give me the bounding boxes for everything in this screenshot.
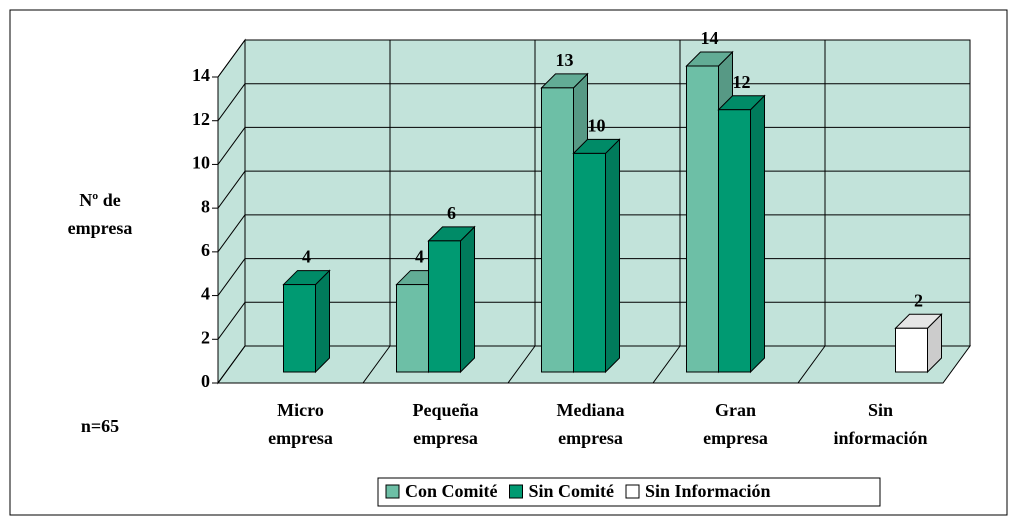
side-grid-line bbox=[217, 345, 246, 384]
frame bbox=[9, 9, 1008, 516]
side-grid-line bbox=[217, 170, 246, 209]
data-label: 6 bbox=[447, 203, 456, 223]
y-tick-label: 0 bbox=[201, 371, 210, 391]
bar bbox=[573, 152, 606, 373]
bar-side bbox=[750, 94, 765, 374]
bar bbox=[541, 87, 574, 373]
y-tick-label: 14 bbox=[192, 65, 210, 85]
legend-label: Sin Información bbox=[645, 481, 771, 501]
side-grid-line bbox=[217, 258, 246, 296]
x-tick-label: Sin información bbox=[833, 400, 928, 448]
data-label: 14 bbox=[701, 28, 719, 48]
bar bbox=[428, 240, 461, 373]
legend-label: Sin Comité bbox=[529, 481, 615, 501]
floor-grid-line bbox=[797, 345, 826, 384]
bar bbox=[396, 284, 429, 373]
data-label: 4 bbox=[302, 247, 311, 267]
data-label: 10 bbox=[588, 116, 606, 136]
legend-box bbox=[377, 477, 881, 507]
data-label: 4 bbox=[415, 247, 424, 267]
floor-grid-line bbox=[362, 345, 391, 384]
data-label: 13 bbox=[556, 50, 574, 70]
y-tick-label: 12 bbox=[192, 109, 210, 129]
y-tick-label: 8 bbox=[201, 196, 210, 216]
y-tick-label: 2 bbox=[201, 327, 210, 347]
legend-label: Con Comité bbox=[405, 481, 498, 501]
bar-side bbox=[460, 225, 475, 374]
x-tick-label: Gran empresa bbox=[703, 400, 768, 448]
bar bbox=[895, 327, 928, 373]
legend-swatch bbox=[385, 484, 400, 499]
legend-swatch bbox=[625, 484, 640, 499]
side-grid-line bbox=[217, 39, 246, 78]
x-tick-label: Mediana empresa bbox=[556, 400, 625, 448]
side-grid-line bbox=[217, 83, 246, 122]
floor-grid-line bbox=[507, 345, 536, 384]
legend-swatch bbox=[509, 484, 523, 499]
y-tick-label: 4 bbox=[201, 284, 210, 304]
x-tick-label: Pequeña empresa bbox=[412, 400, 479, 448]
bar bbox=[686, 65, 719, 373]
data-label: 12 bbox=[733, 72, 751, 92]
bar bbox=[718, 109, 751, 373]
floor-grid-line bbox=[652, 345, 681, 384]
y-axis-title: Nº de empresa bbox=[67, 190, 133, 238]
x-tick-label: Micro empresa bbox=[268, 400, 333, 448]
side-grid-line bbox=[217, 301, 246, 340]
data-label: 2 bbox=[914, 290, 923, 310]
side-grid-line bbox=[217, 127, 246, 165]
y-tick-label: 6 bbox=[201, 240, 210, 260]
note: n=65 bbox=[80, 416, 120, 436]
side-wall bbox=[217, 38, 246, 385]
bar bbox=[283, 284, 316, 373]
y-tick-label: 10 bbox=[192, 153, 210, 173]
bar-side bbox=[605, 138, 620, 374]
bar-side bbox=[315, 269, 330, 374]
side-grid-line bbox=[217, 214, 246, 253]
